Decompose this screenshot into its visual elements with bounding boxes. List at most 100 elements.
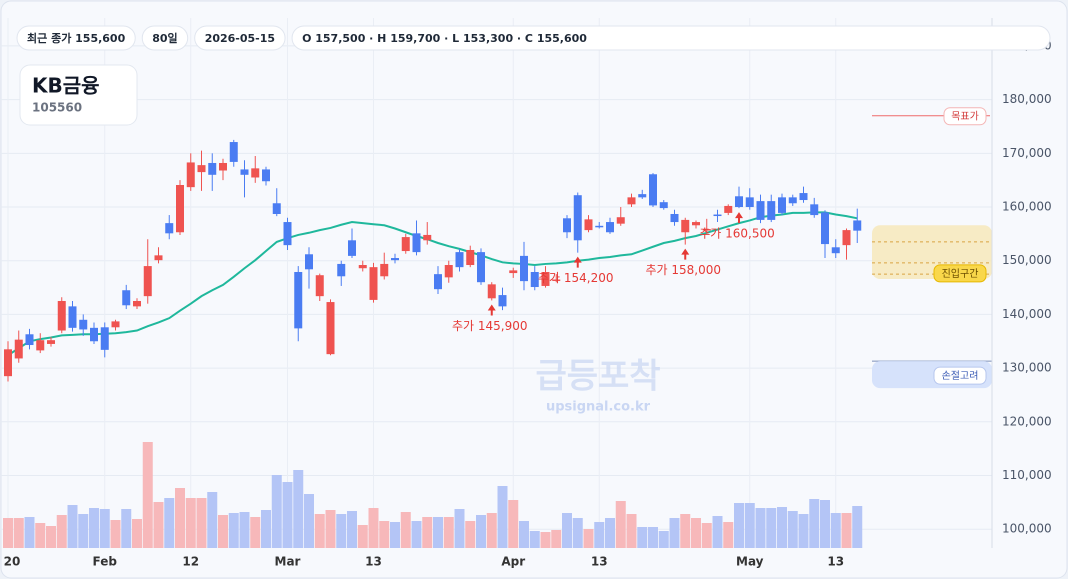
volume-bar [347, 511, 357, 548]
volume-bar [379, 521, 390, 548]
candle-body [498, 295, 507, 307]
x-tick-label: Mar [275, 555, 301, 569]
volume-bar [175, 488, 185, 548]
candle-body [294, 271, 303, 329]
candle-body [455, 252, 464, 268]
ma-line [7, 211, 858, 357]
volume-bar [605, 518, 615, 548]
candle-body [606, 222, 614, 233]
level-label: 진입구간 [942, 267, 979, 280]
candle-body [272, 203, 281, 214]
header-pill-text: O 157,500 · H 159,700 · L 153,300 · C 15… [302, 32, 587, 45]
volume-bar [701, 523, 712, 548]
card-title: KB금융 [32, 74, 100, 98]
y-tick-label: 170,000 [1002, 146, 1052, 160]
volume-bar [476, 515, 486, 548]
x-tick-label: Apr [501, 555, 525, 569]
volume-bar [13, 518, 24, 548]
candle-body [154, 255, 163, 261]
candle-body [197, 165, 206, 173]
candle-body [810, 204, 819, 216]
volume-bar [271, 475, 282, 548]
candle-body [520, 255, 528, 282]
watermark-title: 급등포착 [535, 357, 660, 397]
volume-bar [110, 520, 121, 548]
candle-body [412, 233, 421, 253]
x-tick-label: 13 [365, 555, 382, 569]
volume-bar [24, 517, 35, 548]
volume-bar [411, 521, 422, 548]
volume-bar [572, 518, 583, 548]
candle-body [627, 197, 636, 205]
x-axis: 20 Feb 12 Mar 13 Apr 13 May 13 [4, 555, 844, 569]
volume-bar [798, 514, 809, 548]
candle-body [713, 214, 722, 217]
candle-body [305, 254, 313, 270]
candle-body [487, 284, 496, 299]
candle-body [401, 237, 410, 252]
volume-bar [185, 498, 196, 548]
watermark: 급등포착 upsignal.co.kr [535, 357, 660, 415]
candle-body [702, 229, 711, 231]
volume-bar [89, 508, 99, 548]
candle-body [821, 212, 829, 245]
x-tick-label: 13 [591, 555, 608, 569]
candle-body [573, 195, 582, 241]
candle-body [423, 234, 432, 241]
candle-body [369, 267, 378, 300]
candle-body [552, 279, 561, 282]
volume-bar [519, 521, 529, 548]
volume-bar [443, 517, 454, 548]
x-tick-label: 12 [182, 555, 199, 569]
volume-bar [787, 511, 798, 548]
candle-body [595, 225, 604, 228]
volume-bar [46, 526, 56, 548]
candle-body [681, 219, 690, 233]
card-code: 105560 [32, 101, 82, 115]
y-tick-label: 180,000 [1002, 92, 1052, 106]
volume-bar [314, 514, 325, 548]
candle-body [240, 169, 249, 175]
candle-body [530, 271, 539, 288]
level-chip [933, 366, 987, 385]
volume-bar [261, 510, 271, 548]
candle-body [57, 300, 66, 331]
candle-body [251, 168, 260, 178]
header-pill-text: 최근 종가 155,600 [27, 31, 126, 45]
volume-bar [529, 531, 540, 548]
candle-body [563, 218, 571, 233]
candle-body [391, 258, 399, 261]
candle-body [358, 265, 367, 269]
x-tick-label: 13 [827, 555, 844, 569]
candle-body [649, 174, 657, 206]
volume [3, 442, 863, 548]
level-chip [943, 107, 987, 126]
candle-body [165, 223, 174, 234]
candle-body [219, 162, 227, 171]
volume-bar [486, 513, 497, 548]
volume-bar [626, 514, 637, 548]
y-tick-label: 130,000 [1002, 361, 1052, 375]
volume-bar [422, 517, 433, 548]
volume-bar [465, 521, 476, 548]
volume-bar [615, 501, 626, 548]
volume-bar [207, 492, 218, 548]
candle-body [14, 339, 23, 359]
volume-bar [841, 513, 852, 548]
candle-body [68, 306, 77, 328]
candle-body [380, 263, 389, 277]
candle-body [756, 201, 765, 220]
candle-body [745, 197, 754, 208]
candle-body [100, 327, 109, 350]
header-pill [194, 25, 286, 51]
header-pill [16, 25, 136, 51]
volume-bar [723, 522, 734, 548]
candle-body [778, 197, 786, 213]
volume-bar [368, 508, 379, 548]
y-tick-label: 140,000 [1002, 307, 1052, 321]
annotation-label: 추가 158,000 [645, 263, 721, 277]
candle-body [466, 249, 475, 266]
